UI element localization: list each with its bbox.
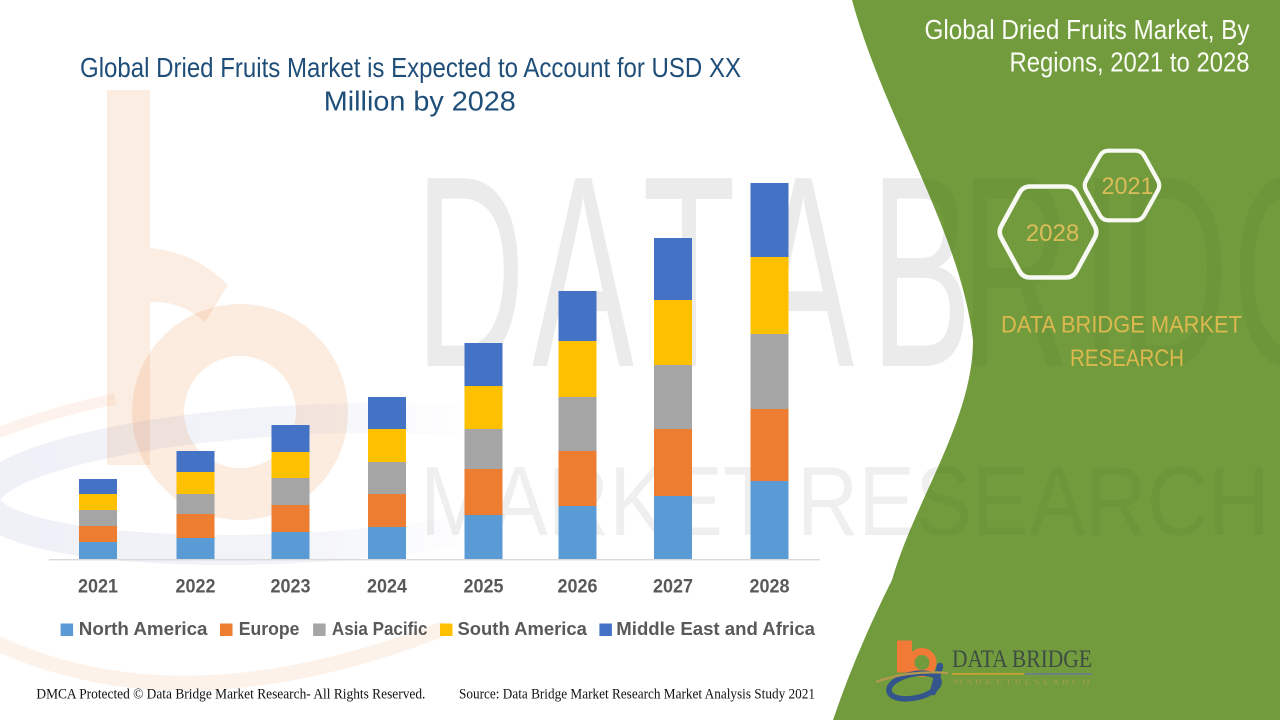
svg-text:Source: Data Bridge Market Res: Source: Data Bridge Market Research Mark… bbox=[459, 687, 815, 703]
svg-text:Asia Pacific: Asia Pacific bbox=[332, 619, 428, 639]
svg-text:2022: 2022 bbox=[176, 577, 216, 598]
svg-text:M A R K E T R E S E A R C H: M A R K E T R E S E A R C H bbox=[953, 679, 1090, 687]
svg-text:2028: 2028 bbox=[1026, 220, 1080, 247]
svg-text:DMCA Protected © Data Bridge M: DMCA Protected © Data Bridge Market Rese… bbox=[36, 687, 425, 703]
svg-text:Europe: Europe bbox=[239, 619, 300, 639]
svg-text:2028: 2028 bbox=[750, 577, 790, 598]
svg-text:2025: 2025 bbox=[464, 577, 504, 598]
svg-text:2027: 2027 bbox=[653, 577, 693, 598]
svg-text:Global Dried Fruits Market, By: Global Dried Fruits Market, By bbox=[925, 14, 1250, 45]
svg-text:2023: 2023 bbox=[271, 577, 311, 598]
svg-text:2026: 2026 bbox=[558, 577, 598, 598]
svg-text:Million by 2028: Million by 2028 bbox=[324, 86, 516, 117]
svg-text:2024: 2024 bbox=[367, 577, 407, 598]
svg-text:2021: 2021 bbox=[1102, 173, 1154, 200]
svg-text:DATA BRIDGE MARKET: DATA BRIDGE MARKET bbox=[1001, 312, 1242, 339]
svg-text:South America: South America bbox=[458, 619, 588, 639]
svg-text:RESEARCH: RESEARCH bbox=[1070, 345, 1184, 372]
svg-text:Global Dried Fruits Market is: Global Dried Fruits Market is Expected t… bbox=[80, 52, 741, 83]
svg-text:Regions, 2021 to 2028: Regions, 2021 to 2028 bbox=[1010, 47, 1250, 78]
svg-text:2021: 2021 bbox=[78, 577, 118, 598]
svg-text:DATA BRIDGE: DATA BRIDGE bbox=[952, 646, 1092, 673]
svg-text:North America: North America bbox=[79, 619, 209, 639]
svg-text:Middle East and Africa: Middle East and Africa bbox=[616, 619, 816, 639]
